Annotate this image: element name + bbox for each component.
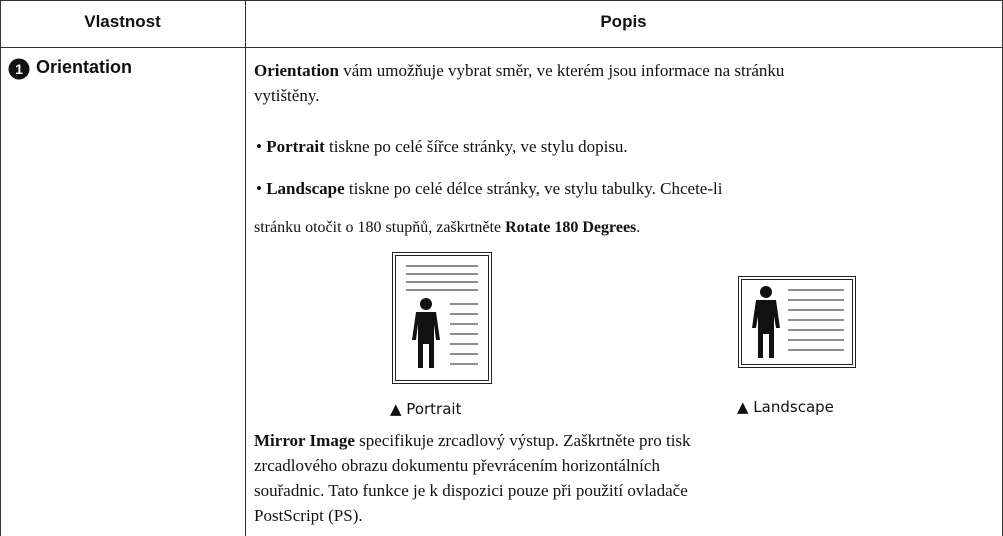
figure-caption: ▲ Landscape [737, 398, 834, 416]
marker-icon: 1 [8, 58, 30, 80]
bold-term: Landscape [266, 179, 345, 198]
bold-term: Orientation [254, 61, 339, 80]
paragraph: • Landscape tiskne po celé délce stránky… [256, 176, 956, 201]
bullet: • [256, 179, 267, 198]
table-border [0, 0, 1, 536]
bold-term: Portrait [266, 137, 325, 156]
bold-term: Mirror Image [254, 431, 355, 450]
header-cell: Vlastnost [84, 12, 161, 31]
paragraph: • Portrait tiskne po celé šířce stránky,… [256, 134, 956, 159]
text: tiskne po celé šířce stránky, ve stylu d… [324, 137, 628, 156]
table-border [245, 0, 246, 536]
header-cell: Popis [600, 12, 647, 31]
portrait-illustration [392, 252, 492, 384]
landscape-illustration [738, 276, 856, 368]
text: vám umožňuje vybrat směr, ve kterém jsou… [254, 61, 785, 105]
paragraph: Orientation vám umožňuje vybrat směr, ve… [254, 58, 814, 108]
text: tiskne po celé délce stránky, ve stylu t… [344, 179, 723, 198]
paragraph: Mirror Image specifikuje zrcadlový výstu… [254, 428, 724, 528]
text: stránku otočit o 180 stupňů, zaškrtněte [254, 219, 506, 236]
bold-term: Rotate 180 Degrees [505, 219, 637, 236]
property-name: Orientation [36, 57, 133, 77]
table-border [0, 47, 1003, 48]
text: . [636, 219, 641, 236]
text: specifikuje zrcadlový výstup. Zaškrtněte… [254, 431, 691, 525]
bullet: • [256, 137, 267, 156]
paragraph: stránku otočit o 180 stupňů, zaškrtněte … [254, 215, 954, 240]
marker-number: 1 [15, 61, 23, 77]
figure-caption: ▲ Portrait [390, 400, 462, 418]
table-border [0, 0, 1003, 1]
